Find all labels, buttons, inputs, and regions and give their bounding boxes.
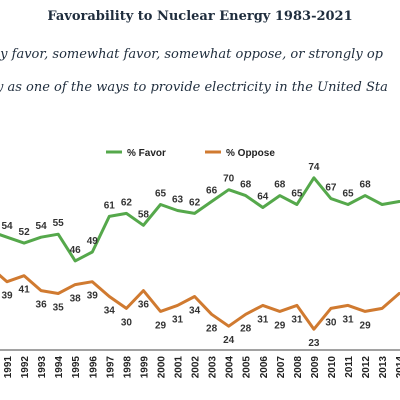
chart-subtitle-line-1: ly favor, somewhat favor, somewhat oppos… [0,47,384,62]
favor-value-label: 67 [325,183,337,194]
oppose-value-label: 23 [308,338,320,349]
oppose-value-label: 29 [274,320,286,331]
x-tick-label: 1999 [139,356,150,379]
chart-title: Favorability to Nuclear Energy 1983-2021 [47,9,352,24]
favor-value-label: 58 [138,209,150,220]
x-tick-label: 2006 [259,356,270,379]
x-tick-label: 2000 [157,356,168,379]
x-tick-label: 1992 [20,356,31,379]
favor-value-label: 68 [240,180,252,191]
x-tick-label: 2013 [378,356,389,379]
favor-value-label: 68 [360,180,372,191]
favor-value-label: 46 [70,245,82,256]
oppose-value-label: 38 [70,294,82,305]
favor-value-label: 68 [274,180,286,191]
oppose-value-label: 31 [257,314,269,325]
oppose-value-label: 28 [206,323,218,334]
oppose-value-label: 34 [189,306,201,317]
x-tick-label: 1991 [3,356,14,379]
favor-series-line [0,176,400,263]
x-tick-label: 1996 [88,356,99,379]
oppose-value-label: 24 [223,335,235,346]
oppose-value-label: 31 [342,314,354,325]
favor-value-label: 70 [223,174,235,185]
oppose-value-label: 31 [172,314,184,325]
x-tick-label: 2008 [293,356,304,379]
favor-value-label: 54 [36,221,48,232]
x-tick-label: 2004 [225,356,236,379]
oppose-value-label: 35 [53,303,65,314]
favor-value-label: 74 [308,162,320,173]
x-tick-label: 1997 [105,356,116,379]
oppose-value-label: 30 [121,317,133,328]
x-tick-label: 1998 [122,356,133,379]
legend-oppose-label: % Oppose [226,148,275,159]
favor-value-label: 54 [1,221,13,232]
favor-value-label: 63 [172,195,184,206]
x-tick-label: 2010 [327,356,338,379]
x-tick-label: 2001 [174,356,185,379]
oppose-value-label: 29 [155,320,167,331]
x-tick-label: 2007 [276,356,287,379]
x-tick-label: 2012 [361,356,372,379]
x-tick-label: 2002 [191,356,202,379]
oppose-value-label: 39 [87,291,99,302]
favor-value-label: 55 [53,218,65,229]
favor-value-label: 65 [155,189,167,200]
oppose-value-label: 30 [325,317,337,328]
legend: % Favor % Oppose [106,148,275,159]
favor-value-label: 62 [189,197,201,208]
x-axis: 1991 1992 1993 1994 1995 1996 1997 1998 1999 2000… [3,356,400,379]
x-tick-label: 1993 [37,356,48,379]
oppose-value-label: 41 [19,285,31,296]
legend-favor-label: % Favor [127,148,166,159]
x-tick-label: 2009 [310,356,321,379]
x-tick-label: 2005 [242,356,253,379]
chart-subtitle-line-2: y as one of the ways to provide electric… [0,80,388,95]
oppose-value-label: 29 [360,320,372,331]
favor-value-label: 49 [87,236,99,247]
oppose-value-label: 36 [138,300,150,311]
x-tick-label: 2011 [344,356,355,378]
plot-area: 54 52 54 55 46 49 61 62 58 65 63 62 66 70 68 64 68 65 74 67… [0,162,400,349]
oppose-series-line [0,273,400,331]
oppose-value-label: 28 [240,323,252,334]
favor-value-label: 65 [342,189,354,200]
favor-value-label: 62 [121,197,133,208]
x-tick-label: 2003 [208,356,219,379]
oppose-value-label: 36 [36,300,48,311]
x-tick-label: 1995 [71,356,82,379]
oppose-value-label: 39 [1,291,13,302]
favor-value-label: 65 [291,189,303,200]
x-tick-label: 1994 [54,356,65,379]
favor-value-label: 52 [19,227,31,238]
favor-value-label: 66 [206,186,218,197]
oppose-value-label: 31 [291,314,303,325]
oppose-value-label: 34 [104,306,116,317]
favor-value-label: 64 [257,192,269,203]
x-tick-label: 2014 [395,356,400,379]
favor-value-label: 61 [104,200,116,211]
